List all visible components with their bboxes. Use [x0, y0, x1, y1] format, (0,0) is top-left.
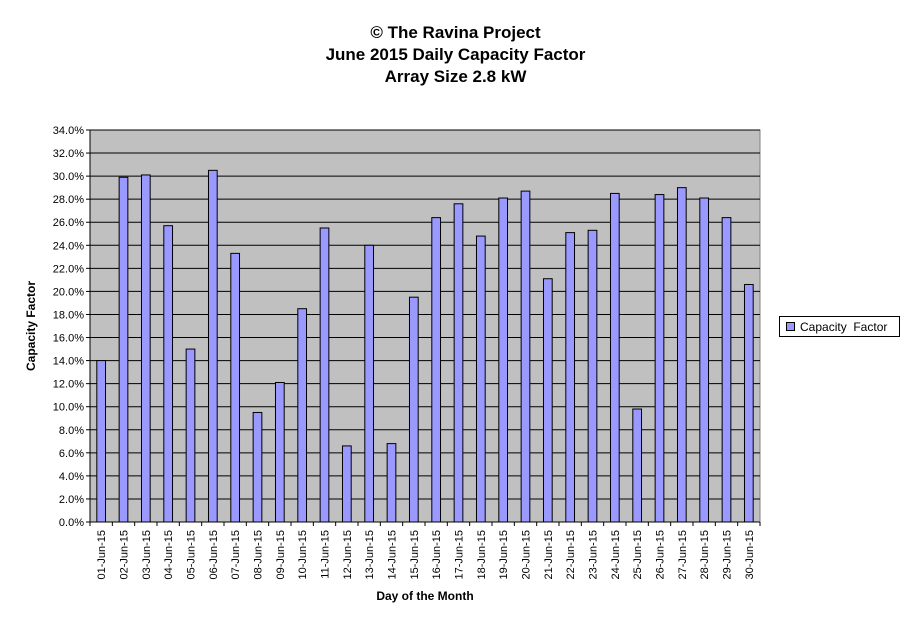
bar [185, 348, 196, 523]
y-tick-label: 32.0% [53, 148, 84, 160]
bar [408, 296, 419, 523]
bar [319, 227, 330, 523]
bar [297, 308, 308, 523]
bar [96, 360, 107, 523]
x-tick-label: 27-Jun-15 [677, 530, 689, 580]
y-tick-label: 8.0% [59, 425, 84, 437]
bar [587, 229, 598, 523]
x-tick-label: 02-Jun-15 [119, 530, 131, 580]
chart-title-line-3: Array Size 2.8 kW [384, 67, 527, 86]
legend-label: Capacity Factor [800, 319, 888, 334]
x-tick-label: 22-Jun-15 [565, 530, 577, 580]
y-tick-label: 20.0% [53, 286, 84, 298]
x-tick-label: 13-Jun-15 [364, 530, 376, 580]
x-tick-label: 29-Jun-15 [722, 530, 734, 580]
bar [498, 197, 509, 523]
x-tick-labels: 01-Jun-15 02-Jun-15 03-Jun-15 04-Jun-15 05-J… [89, 522, 761, 580]
bar [163, 225, 174, 523]
x-tick-label: 17-Jun-15 [454, 530, 466, 580]
x-tick-label: 14-Jun-15 [387, 530, 399, 580]
chart-title-line-1: © The Ravina Project [370, 23, 541, 42]
bar [565, 232, 576, 523]
x-tick-label: 04-Jun-15 [163, 530, 175, 580]
x-tick-label: 23-Jun-15 [588, 530, 600, 580]
plot-area [89, 129, 761, 523]
legend-swatch [786, 322, 795, 331]
x-tick-label: 09-Jun-15 [275, 530, 287, 580]
bar [654, 194, 665, 523]
y-tick-label: 2.0% [59, 494, 84, 506]
x-tick-label: 20-Jun-15 [521, 530, 533, 580]
bar [207, 169, 218, 523]
x-tick-label: 15-Jun-15 [409, 530, 421, 580]
bar [252, 411, 263, 523]
bar [118, 176, 129, 523]
x-tick-label: 06-Jun-15 [208, 530, 220, 580]
y-tick-label: 30.0% [53, 171, 84, 183]
x-tick-label: 01-Jun-15 [96, 530, 108, 580]
y-axis-title: Capacity Factor [24, 281, 38, 371]
y-tick-label: 28.0% [53, 194, 84, 206]
x-tick-label: 19-Jun-15 [498, 530, 510, 580]
x-tick-label: 25-Jun-15 [632, 530, 644, 580]
y-tick-labels: 0.0% 2.0% 4.0% 6.0% 8.0% 10.0% 12.0% 14.0% 16.0%… [53, 125, 90, 529]
y-tick-label: 10.0% [53, 402, 84, 414]
y-tick-label: 4.0% [59, 471, 84, 483]
y-tick-label: 12.0% [53, 379, 84, 391]
bar [699, 197, 710, 523]
x-tick-label: 26-Jun-15 [655, 530, 667, 580]
chart-title-line-2: June 2015 Daily Capacity Factor [325, 45, 586, 64]
x-axis-title: Day of the Month [376, 589, 473, 603]
x-tick-label: 18-Jun-15 [476, 530, 488, 580]
y-tick-label: 6.0% [59, 448, 84, 460]
x-tick-label: 24-Jun-15 [610, 530, 622, 580]
y-tick-label: 24.0% [53, 240, 84, 252]
x-tick-label: 05-Jun-15 [186, 530, 198, 580]
bar [453, 203, 464, 523]
bar [632, 408, 643, 523]
y-tick-label: 34.0% [53, 125, 84, 137]
bar [520, 190, 531, 523]
bar [721, 217, 732, 523]
y-tick-label: 18.0% [53, 309, 84, 321]
bar [140, 174, 151, 523]
bar [274, 381, 285, 523]
x-tick-label: 08-Jun-15 [253, 530, 265, 580]
x-tick-label: 03-Jun-15 [141, 530, 153, 580]
x-tick-label: 07-Jun-15 [230, 530, 242, 580]
bar [230, 252, 241, 523]
y-tick-label: 0.0% [59, 517, 84, 529]
bar [364, 244, 375, 523]
gridlines [90, 129, 760, 500]
bar [431, 217, 442, 523]
y-tick-label: 16.0% [53, 333, 84, 345]
y-tick-label: 22.0% [53, 263, 84, 275]
y-tick-label: 26.0% [53, 217, 84, 229]
x-tick-label: 10-Jun-15 [297, 530, 309, 580]
bar [743, 283, 754, 523]
bar [475, 235, 486, 523]
bar [676, 187, 687, 523]
bar [609, 192, 620, 523]
y-tick-label: 14.0% [53, 356, 84, 368]
x-tick-label: 11-Jun-15 [320, 530, 332, 579]
legend: Capacity Factor [779, 316, 900, 337]
x-tick-label: 28-Jun-15 [699, 530, 711, 580]
x-tick-label: 30-Jun-15 [744, 530, 756, 580]
x-tick-label: 16-Jun-15 [431, 530, 443, 580]
x-tick-label: 21-Jun-15 [543, 530, 555, 580]
bar [542, 278, 553, 523]
chart-title: © The Ravina Project June 2015 Daily Cap… [0, 22, 911, 88]
x-tick-label: 12-Jun-15 [342, 530, 354, 580]
bar [341, 445, 352, 523]
bar [386, 443, 397, 523]
